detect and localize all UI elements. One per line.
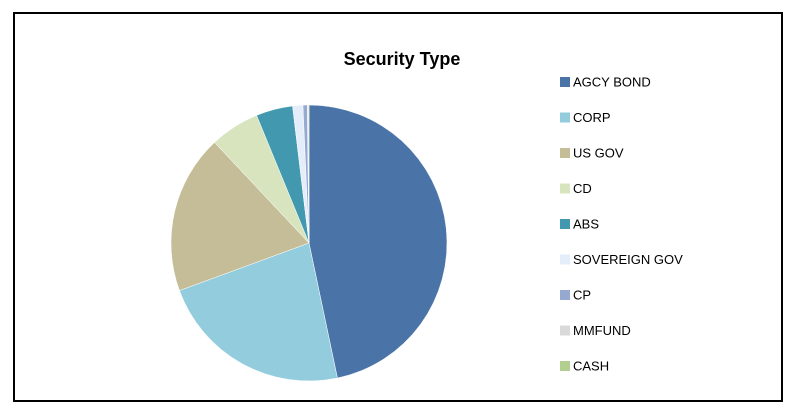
legend-swatch — [560, 361, 570, 371]
legend-swatch — [560, 290, 570, 300]
legend-label: SOVEREIGN GOV — [573, 252, 683, 267]
legend-label: US GOV — [573, 145, 624, 160]
legend-swatch — [560, 325, 570, 336]
pie-slice — [170, 142, 310, 291]
pie-slice — [307, 104, 310, 244]
legend-swatch — [560, 112, 570, 123]
legend-label: AGCY BOND — [573, 74, 651, 89]
legend-swatch — [560, 254, 570, 265]
legend-swatch — [560, 183, 570, 194]
pie-slice — [179, 242, 338, 382]
legend-label: CP — [573, 287, 591, 302]
legend-label: CORP — [573, 110, 611, 125]
legend-label: CD — [573, 181, 592, 196]
legend-label: CASH — [573, 358, 609, 373]
chart-title: Security Type — [344, 49, 461, 69]
legend-swatch — [560, 148, 570, 158]
legend-swatch — [560, 77, 570, 87]
legend-label: ABS — [573, 216, 599, 231]
legend-swatch — [560, 219, 570, 229]
legend-label: MMFUND — [573, 323, 631, 338]
pie-slice — [308, 104, 448, 379]
